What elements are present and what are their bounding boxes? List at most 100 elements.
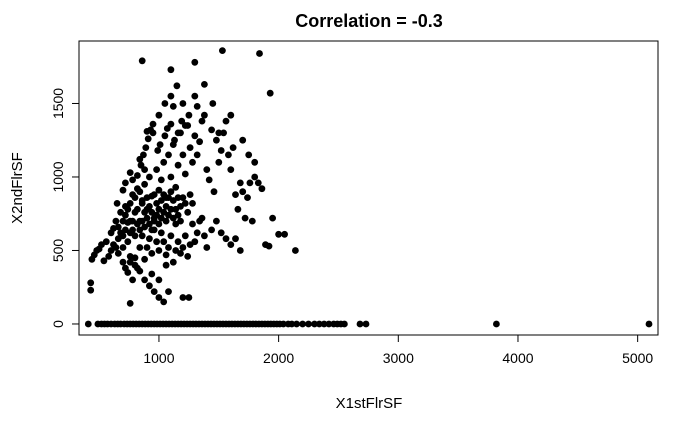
data-point-80 (87, 286, 95, 294)
data-point-199 (160, 238, 168, 246)
data-point-135 (215, 158, 223, 166)
data-point-144 (236, 179, 244, 187)
data-point-242 (150, 191, 158, 199)
data-point-215 (198, 214, 206, 222)
data-point-171 (154, 147, 162, 154)
data-points (84, 47, 653, 328)
data-point-254 (179, 194, 187, 202)
data-point-145 (239, 188, 247, 196)
data-point-87 (100, 257, 108, 265)
data-point-213 (193, 229, 201, 237)
data-point-317 (185, 111, 193, 119)
data-point-115 (167, 173, 175, 181)
data-point-310 (143, 127, 151, 135)
data-point-312 (136, 155, 144, 163)
data-point-198 (157, 229, 165, 237)
data-point-274 (155, 220, 163, 228)
data-point-236 (136, 188, 144, 196)
data-point-192 (143, 244, 151, 251)
data-point-148 (246, 179, 254, 187)
data-point-193 (146, 235, 153, 243)
data-point-224 (236, 247, 244, 254)
y-tick-label: 500 (50, 239, 66, 263)
data-point-291 (160, 298, 168, 306)
x-tick-label: 4000 (502, 350, 533, 366)
data-point-262 (126, 217, 134, 225)
data-point-258 (189, 200, 196, 207)
data-point-205 (174, 238, 182, 246)
data-point-279 (167, 205, 175, 213)
data-point-311 (149, 129, 157, 137)
data-point-77 (362, 320, 370, 328)
data-point-230 (122, 211, 129, 219)
data-point-184 (124, 269, 132, 276)
data-point-203 (169, 258, 177, 266)
data-point-263 (129, 226, 137, 234)
data-point-173 (161, 132, 169, 140)
data-point-293 (179, 294, 187, 301)
data-point-321 (227, 111, 235, 119)
data-point-240 (146, 203, 153, 210)
data-point-289 (150, 288, 158, 295)
data-point-319 (209, 100, 217, 107)
y-axis: 0 500 1000 1500 (50, 88, 79, 328)
data-point-252 (174, 194, 182, 202)
data-point-297 (155, 276, 163, 284)
data-point-304 (219, 47, 226, 54)
data-point-288 (146, 282, 153, 290)
data-point-277 (162, 217, 170, 225)
data-point-255 (181, 200, 189, 207)
data-point-158 (292, 247, 299, 254)
data-point-127 (196, 138, 204, 146)
data-point-294 (185, 294, 193, 301)
data-point-231 (124, 205, 132, 213)
data-point-156 (275, 230, 282, 238)
data-point-161 (122, 179, 129, 187)
data-point-324 (251, 158, 259, 166)
data-point-197 (155, 247, 163, 254)
data-point-132 (208, 126, 216, 134)
data-point-125 (191, 132, 199, 140)
data-point-141 (229, 144, 237, 152)
data-point-154 (265, 242, 273, 250)
data-point-260 (122, 226, 129, 234)
data-point-216 (201, 232, 208, 240)
data-point-307 (161, 100, 169, 107)
data-point-239 (143, 194, 151, 202)
data-point-114 (165, 151, 172, 159)
data-point-69 (315, 320, 323, 328)
y-tick-label: 1500 (50, 88, 66, 119)
data-point-89 (105, 253, 113, 260)
data-point-190 (138, 232, 146, 240)
data-point-128 (198, 117, 206, 125)
data-point-181 (114, 250, 122, 257)
data-point-111 (157, 176, 165, 184)
x-tick-label: 3000 (383, 350, 414, 366)
data-point-229 (119, 217, 127, 225)
data-point-206 (177, 250, 184, 257)
data-point-306 (266, 89, 274, 97)
data-point-130 (203, 166, 211, 174)
data-point-218 (208, 226, 216, 234)
data-point-160 (119, 186, 127, 194)
x-axis-label: X1stFlrSF (336, 395, 403, 412)
data-point-120 (179, 151, 187, 159)
data-point-110 (155, 186, 163, 194)
data-point-62 (280, 320, 287, 328)
data-point-194 (148, 250, 156, 257)
data-point-295 (126, 300, 134, 307)
y-tick-label: 0 (50, 320, 66, 328)
data-point-142 (232, 191, 239, 199)
data-point-137 (220, 129, 228, 137)
y-axis-label: X2ndFlrSF (9, 152, 26, 224)
data-point-177 (174, 129, 182, 137)
data-point-283 (177, 217, 184, 225)
data-point-157 (281, 230, 288, 238)
data-point-315 (179, 100, 187, 107)
data-point-155 (269, 214, 276, 222)
data-point-298 (162, 261, 170, 269)
data-point-259 (119, 232, 127, 240)
data-point-309 (155, 111, 163, 119)
data-point-269 (143, 214, 151, 222)
data-point-64 (288, 320, 296, 328)
